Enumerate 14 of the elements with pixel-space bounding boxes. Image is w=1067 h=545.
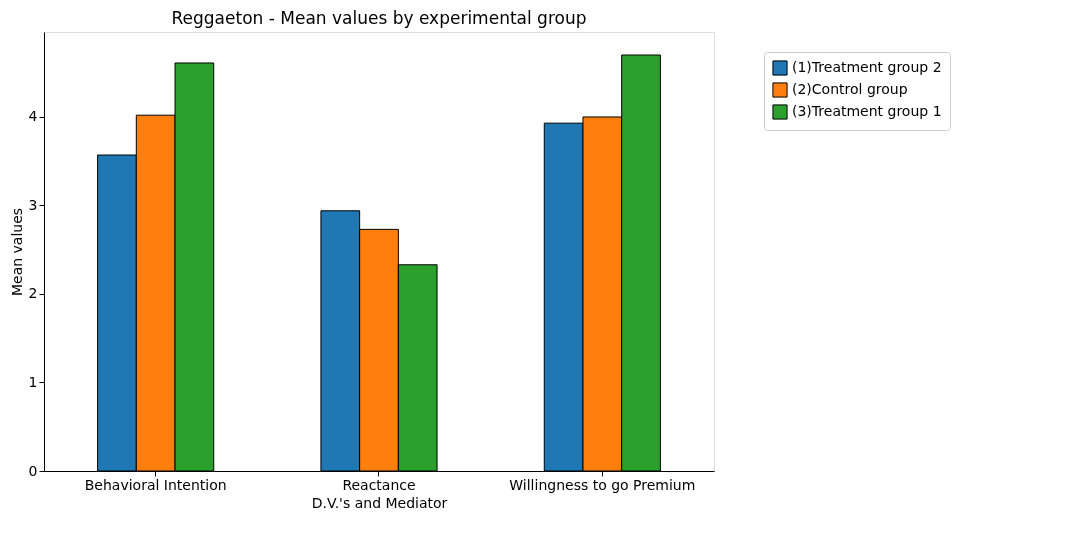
x-tick-label: Willingness to go Premium <box>509 476 696 493</box>
y-tick-label: 4 <box>28 108 38 125</box>
y-axis-title: Mean values <box>8 207 25 297</box>
legend-label: (2)Control group <box>792 81 908 97</box>
x-axis-title: D.V.'s and Mediator <box>311 494 448 511</box>
x-tick-label: Behavioral Intention <box>84 476 227 493</box>
legend-label: (3)Treatment group 1 <box>792 103 942 119</box>
x-tick-label: Reactance <box>342 476 416 493</box>
y-tick-label: 1 <box>28 373 38 390</box>
y-tick-label: 3 <box>28 196 38 213</box>
y-tick-label: 0 <box>28 462 38 479</box>
chart-title: Reggaeton - Mean values by experimental group <box>171 8 587 28</box>
y-tick-label: 2 <box>28 285 38 302</box>
legend-label: (1)Treatment group 2 <box>792 59 942 75</box>
